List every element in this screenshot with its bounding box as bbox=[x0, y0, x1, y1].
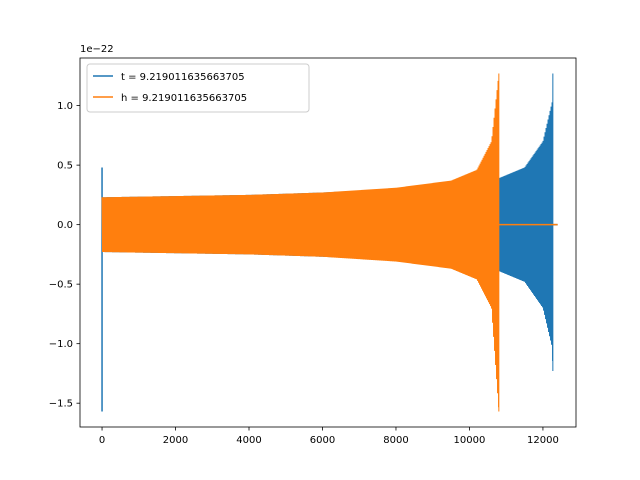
y-tick-label: 1.0 bbox=[57, 101, 73, 112]
y-tick-label: −1.5 bbox=[49, 399, 73, 410]
x-axis: 0 2000 4000 6000 8000 10000 12000 bbox=[99, 427, 559, 446]
x-tick-label: 0 bbox=[99, 435, 105, 446]
y-tick-label: 0.0 bbox=[57, 220, 73, 231]
plot-area bbox=[101, 73, 558, 412]
y-offset-label: 1e−22 bbox=[80, 44, 114, 55]
x-tick-label: 8000 bbox=[383, 435, 408, 446]
legend-box bbox=[86, 63, 310, 113]
y-tick-label: −0.5 bbox=[49, 280, 73, 291]
series-h bbox=[101, 73, 558, 412]
y-tick-label: 0.5 bbox=[57, 161, 73, 172]
axes-frame bbox=[79, 57, 577, 428]
x-tick-label: 6000 bbox=[310, 435, 335, 446]
series-line-oscillation bbox=[101, 73, 500, 412]
x-tick-label: 12000 bbox=[527, 435, 559, 446]
legend-label: t = 9.219011635663705 bbox=[121, 72, 245, 83]
legend-label: h = 9.219011635663705 bbox=[121, 93, 247, 104]
x-tick-label: 10000 bbox=[454, 435, 486, 446]
x-tick-label: 4000 bbox=[236, 435, 261, 446]
y-axis: −1.5 −1.0 −0.5 0.0 0.5 1.0 bbox=[49, 101, 80, 410]
legend: t = 9.219011635663705 h = 9.2190116356637… bbox=[86, 63, 310, 113]
y-tick-label: −1.0 bbox=[49, 339, 73, 350]
x-tick-label: 2000 bbox=[163, 435, 188, 446]
